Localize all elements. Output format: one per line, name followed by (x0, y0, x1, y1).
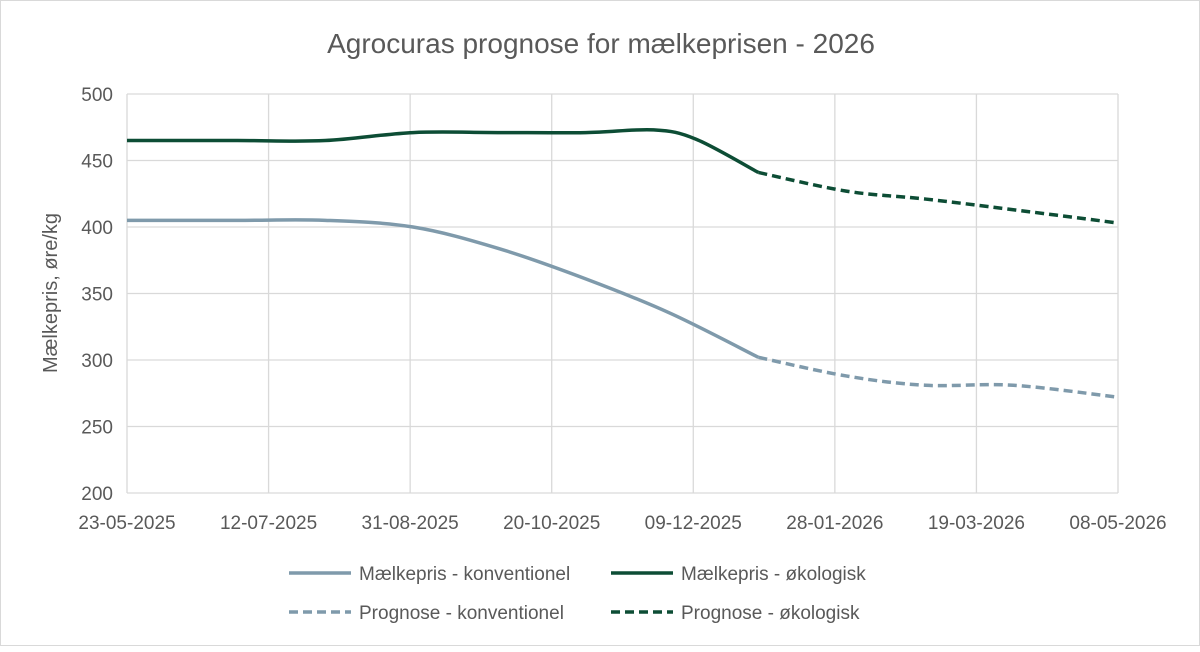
x-tick-label: 23-05-2025 (78, 513, 175, 534)
y-axis-label: Mælkepris, øre/kg (40, 213, 62, 373)
x-tick-label: 08-05-2026 (1069, 513, 1166, 534)
series-line-2 (758, 355, 1119, 399)
y-tick-label: 200 (81, 484, 113, 505)
y-tick-label: 250 (81, 418, 113, 439)
x-tick-label: 09-12-2025 (645, 513, 742, 534)
y-tick-label: 350 (81, 285, 113, 306)
x-tick-label: 28-01-2026 (786, 513, 883, 534)
series-line-0 (127, 218, 760, 359)
legend-label: Prognose - økologisk (681, 603, 860, 624)
series-line-3 (758, 170, 1119, 225)
chart-title: Agrocuras prognose for mælkeprisen - 202… (327, 28, 875, 59)
y-tick-label: 400 (81, 218, 113, 239)
x-tick-label: 31-08-2025 (362, 513, 459, 534)
x-tick-label: 20-10-2025 (503, 513, 600, 534)
y-tick-label: 300 (81, 351, 113, 372)
legend-label: Prognose - konventionel (359, 603, 564, 624)
legend-label: Mælkepris - konventionel (359, 564, 570, 585)
x-tick-label: 12-07-2025 (220, 513, 317, 534)
y-tick-label: 500 (81, 85, 113, 106)
x-tick-label: 19-03-2026 (928, 513, 1025, 534)
legend-label: Mælkepris - økologisk (681, 564, 866, 585)
y-tick-label: 450 (81, 152, 113, 173)
series-line-1 (127, 127, 760, 175)
